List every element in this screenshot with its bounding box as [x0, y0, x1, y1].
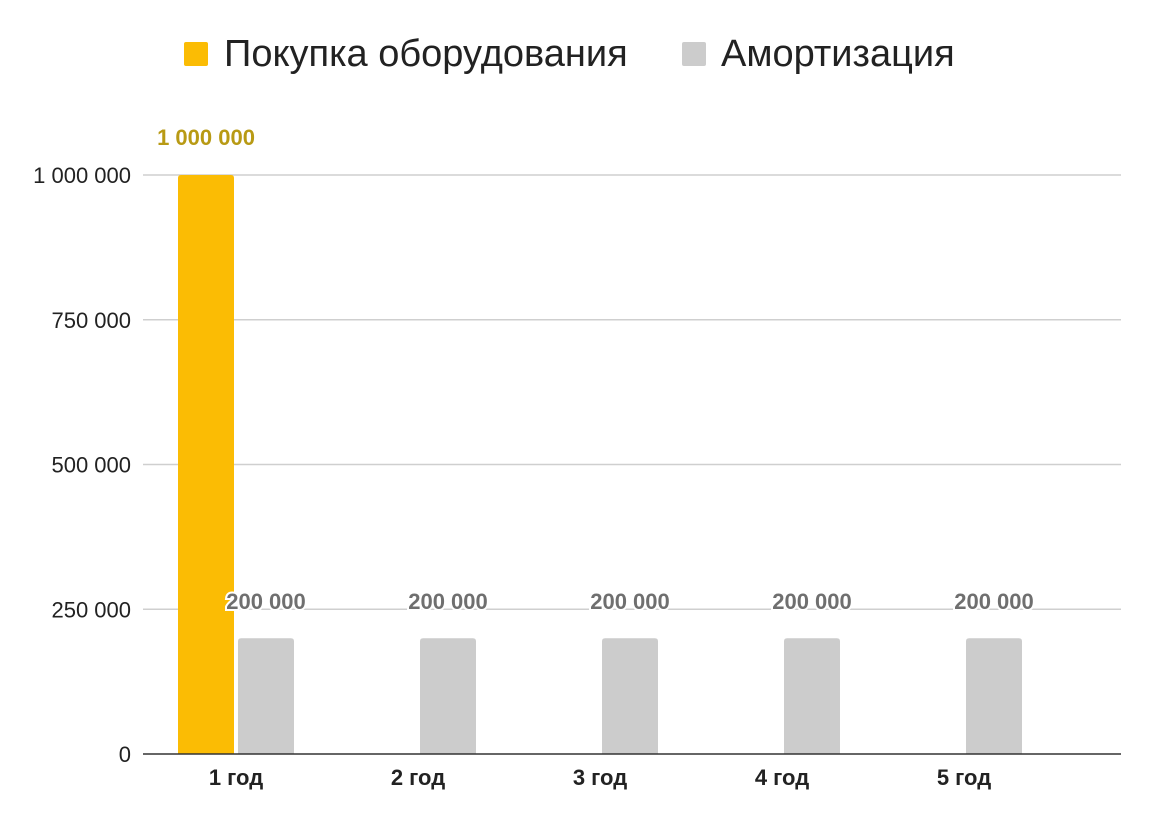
- data-label-purchase-1: 1 000 000: [157, 125, 255, 150]
- y-tick-label: 1 000 000: [33, 163, 131, 188]
- x-tick-label: 1 год: [209, 765, 263, 790]
- data-label-depreciation-4: 200 000: [772, 589, 852, 614]
- x-tick-label: 4 год: [755, 765, 809, 790]
- bar-purchase-1: [178, 175, 234, 754]
- bar-depreciation-3: [602, 638, 658, 754]
- bar-depreciation-4: [784, 638, 840, 754]
- x-axis-ticks: 1 год 2 год 3 год 4 год 5 год: [209, 765, 991, 790]
- legend: Покупка оборудования Амортизация: [184, 33, 955, 75]
- y-tick-label: 750 000: [51, 308, 131, 333]
- x-tick-label: 3 год: [573, 765, 627, 790]
- data-label-depreciation-5: 200 000: [954, 589, 1034, 614]
- bar-depreciation-1: [238, 638, 294, 754]
- bar-depreciation-2: [420, 638, 476, 754]
- y-tick-label: 250 000: [51, 597, 131, 622]
- y-tick-label: 500 000: [51, 453, 131, 478]
- bars: [178, 175, 1022, 754]
- data-label-depreciation-1: 200 000: [226, 589, 306, 614]
- bar-depreciation-5: [966, 638, 1022, 754]
- legend-label-depreciation: Амортизация: [721, 33, 955, 75]
- y-tick-label: 0: [119, 742, 131, 767]
- data-labels: 1 000 000 200 000 200 000 200 000 200 000 200…: [157, 125, 1036, 616]
- legend-swatch-purchase: [184, 42, 208, 66]
- x-tick-label: 5 год: [937, 765, 991, 790]
- legend-label-purchase: Покупка оборудования: [224, 33, 628, 75]
- gridlines: [143, 174, 1121, 610]
- data-label-depreciation-2: 200 000: [408, 589, 488, 614]
- y-axis-ticks: 0 250 000 500 000 750 000 1 000 000: [33, 163, 131, 767]
- data-label-depreciation-3: 200 000: [590, 589, 670, 614]
- x-tick-label: 2 год: [391, 765, 445, 790]
- legend-swatch-depreciation: [682, 42, 706, 66]
